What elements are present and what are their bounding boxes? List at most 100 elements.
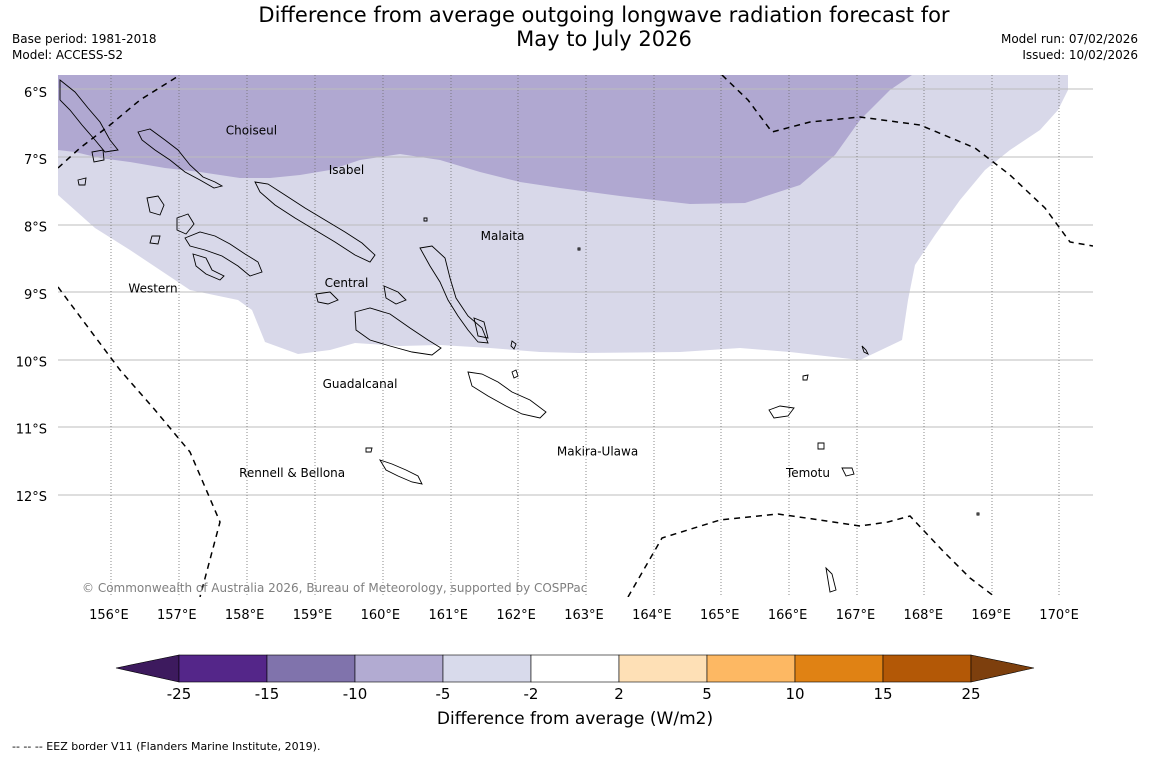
longitude-label: 165°E: [700, 608, 740, 623]
longitude-label: 156°E: [89, 608, 129, 623]
vanikoro: [841, 467, 855, 477]
rendova: [192, 253, 225, 281]
colorbar: -25 -15 -10 -5 -2 2 5 10 15 25: [115, 654, 1035, 700]
latitude-label: 8°S: [24, 221, 47, 236]
longitude-label: 158°E: [225, 608, 265, 623]
longitude-label: 164°E: [632, 608, 672, 623]
model-info: Base period: 1981-2018 Model: ACCESS-S2: [12, 31, 157, 63]
eez-footnote: -- -- -- EEZ border V11 (Flanders Marine…: [12, 740, 321, 753]
longitude-labels: 156°E 157°E 158°E 159°E 160°E 161°E 162°E 163°E…: [89, 608, 1079, 623]
title-line-1: Difference from average outgoing longwav…: [258, 3, 950, 27]
longitude-label: 157°E: [157, 608, 197, 623]
colorbar-tick-label: 25: [961, 685, 980, 700]
model-run-date: Model run: 07/02/2026: [1000, 32, 1138, 46]
small-malaita: [473, 317, 489, 339]
colorbar-box: [530, 654, 620, 683]
latitude-label: 6°S: [24, 86, 47, 101]
ugi-island: [511, 369, 519, 379]
eez-border: [58, 75, 1093, 597]
latitude-label: 11°S: [16, 423, 47, 438]
colorbar-title: Difference from average (W/m2): [436, 709, 714, 729]
longitude-label: 170°E: [1039, 608, 1079, 623]
ontong-java: [423, 217, 428, 222]
colorbar-box: [882, 654, 972, 683]
kolombangara: [176, 213, 195, 235]
base-period: Base period: 1981-2018: [12, 32, 157, 46]
fauro-island: [91, 149, 105, 163]
malaita-island: [419, 245, 489, 344]
santa-cruz-ndeni: [768, 405, 795, 419]
choiseul-island: [137, 128, 224, 189]
treasury-islands: [77, 177, 87, 186]
title-line-2: May to July 2026: [516, 27, 692, 51]
colorbar-tick-label: 15: [873, 685, 892, 700]
map-title: Difference from average outgoing longwav…: [240, 3, 968, 51]
gizo: [149, 235, 161, 245]
province-label: Makira-Ulawa: [557, 445, 638, 459]
shortland-islands: [59, 79, 119, 153]
colorbar-over-arrow: [970, 654, 1035, 683]
forecast-map: 6°S 7°S 8°S 9°S 10°S 11°S 12°S 156°E 157°E 158°E…: [16, 75, 1093, 700]
colorbar-box: [618, 654, 708, 683]
colorbar-boxes: [178, 654, 972, 683]
longitude-label: 169°E: [971, 608, 1011, 623]
sikaiana: [577, 247, 581, 251]
colorbar-tick-label: 5: [702, 685, 712, 700]
colorbar-box: [706, 654, 796, 683]
colorbar-tick-label: -2: [524, 685, 539, 700]
colorbar-box: [266, 654, 356, 683]
province-labels: Choiseul Isabel Malaita Western Central Guada…: [128, 123, 830, 480]
colorbar-tick-label: -10: [343, 685, 368, 700]
new-georgia: [184, 231, 263, 277]
colorbar-ticks: -25 -15 -10 -5 -2 2 5 10 15 25: [167, 685, 981, 700]
longitude-label: 167°E: [836, 608, 876, 623]
longitude-label: 159°E: [293, 608, 333, 623]
colorbar-box: [354, 654, 444, 683]
colorbar-under-arrow: [115, 654, 180, 683]
ulawa-island: [510, 340, 517, 350]
colorbar-tick-label: -15: [255, 685, 280, 700]
run-info: Model run: 07/02/2026 Issued: 10/02/2026: [1001, 31, 1138, 63]
guadalcanal-island: [354, 307, 442, 356]
savo-island: [383, 285, 407, 305]
province-label: Guadalcanal: [323, 377, 398, 391]
latitude-label: 12°S: [16, 490, 47, 505]
bellona-island: [365, 447, 373, 453]
longitude-label: 162°E: [496, 608, 536, 623]
latitude-label: 7°S: [24, 153, 47, 168]
longitude-label: 166°E: [768, 608, 808, 623]
province-label: Western: [128, 282, 177, 296]
utupua: [817, 442, 825, 450]
latitude-label: 9°S: [24, 288, 47, 303]
colorbar-tick-label: 2: [614, 685, 624, 700]
province-label: Choiseul: [226, 123, 277, 137]
colorbar-tick-label: 10: [785, 685, 804, 700]
colorbar-tick-label: -5: [436, 685, 451, 700]
anuta: [825, 566, 837, 593]
latitude-labels: 6°S 7°S 8°S 9°S 10°S 11°S 12°S: [16, 86, 47, 505]
province-label: Rennell & Bellona: [239, 466, 345, 480]
duff-islands: [861, 345, 870, 356]
latitude-label: 10°S: [16, 355, 47, 370]
province-label: Temotu: [785, 466, 830, 480]
colorbar-tick-label: -25: [167, 685, 192, 700]
colorbar-box: [794, 654, 884, 683]
province-label: Isabel: [329, 163, 364, 177]
colorbar-box: [178, 654, 268, 683]
copyright-text: © Commonwealth of Australia 2026, Bureau…: [82, 581, 587, 595]
anomaly-zone-medium: [58, 75, 912, 204]
issued-date: Issued: 10/02/2026: [1022, 48, 1138, 62]
longitude-label: 161°E: [428, 608, 468, 623]
coastlines: [59, 79, 980, 593]
isabel-island: [254, 181, 376, 263]
province-label: Central: [325, 276, 369, 290]
longitude-label: 168°E: [904, 608, 944, 623]
rennell-island: [378, 459, 423, 485]
reef-islands: [802, 374, 809, 381]
longitude-label: 163°E: [564, 608, 604, 623]
makira-island: [467, 371, 547, 419]
province-label: Malaita: [481, 229, 525, 243]
colorbar-box: [442, 654, 532, 683]
latitude-gridlines: [58, 88, 1093, 496]
vella-lavella: [146, 195, 165, 216]
